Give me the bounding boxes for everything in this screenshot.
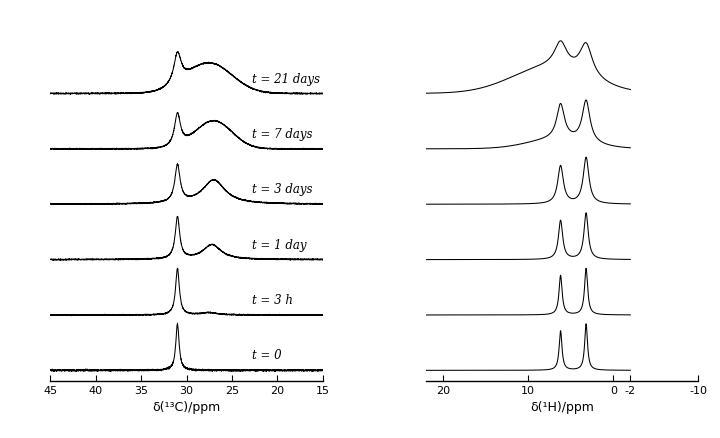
Text: t = 0: t = 0: [252, 350, 282, 363]
Text: t = 21 days: t = 21 days: [252, 73, 320, 86]
X-axis label: δ(¹H)/ppm: δ(¹H)/ppm: [531, 402, 594, 414]
Text: t = 3 h: t = 3 h: [252, 294, 293, 307]
Text: t = 7 days: t = 7 days: [252, 128, 312, 141]
X-axis label: δ(¹³C)/ppm: δ(¹³C)/ppm: [153, 402, 220, 414]
Text: t = 3 days: t = 3 days: [252, 184, 312, 196]
Text: t = 1 day: t = 1 day: [252, 239, 307, 252]
